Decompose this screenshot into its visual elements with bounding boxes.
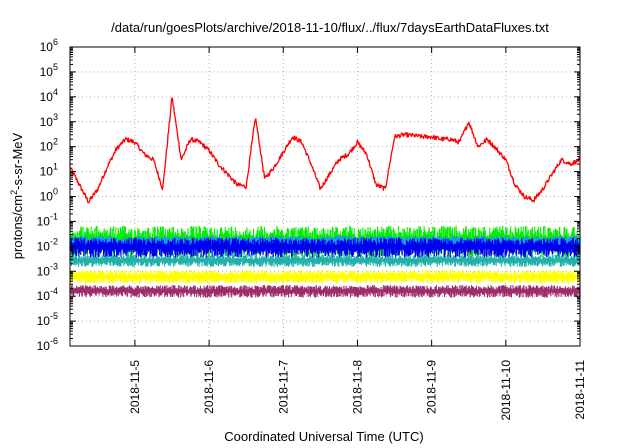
- y-tick-label: 10-2: [37, 236, 58, 253]
- x-tick-label: 2018-11-5: [128, 360, 142, 414]
- y-tick-label: 100: [40, 187, 58, 204]
- x-tick-label: 2018-11-7: [276, 360, 290, 414]
- y-tick-label: 103: [40, 112, 58, 129]
- y-tick-label: 105: [40, 62, 58, 79]
- x-tick-label: 2018-11-8: [350, 360, 364, 414]
- y-tick-label: 102: [40, 137, 58, 154]
- x-tick-label: 2018-11-10: [499, 360, 513, 421]
- x-axis-label: Coordinated Universal Time (UTC): [224, 429, 423, 444]
- y-axis-label: protons/cm2-s-sr-MeV: [9, 132, 25, 259]
- grid: [70, 47, 580, 346]
- series-layer: [69, 97, 581, 298]
- y-tick-label: 10-5: [37, 311, 58, 328]
- x-tick-labels: 2018-11-5 2018-11-6 2018-11-7 2018-11-8 2018…: [128, 360, 587, 421]
- y-tick-label: 10-1: [37, 211, 58, 228]
- x-tick-label: 2018-11-9: [425, 360, 439, 414]
- x-tick-label: 2018-11-11: [573, 360, 587, 420]
- series-band-strokes: [69, 270, 581, 284]
- chart-title: /data/run/goesPlots/archive/2018-11-10/f…: [111, 20, 549, 35]
- series-line: [69, 97, 581, 204]
- y-tick-label: 10-6: [37, 336, 58, 353]
- y-tick-label: 106: [40, 37, 58, 54]
- y-tick-label: 104: [40, 87, 58, 104]
- y-tick-label: 101: [40, 162, 58, 179]
- series-band-strokes: [69, 285, 581, 298]
- series-band: [69, 285, 581, 298]
- y-tick-label: 10-3: [37, 261, 58, 278]
- x-tick-label: 2018-11-6: [202, 360, 216, 414]
- ticks: [70, 46, 581, 347]
- y-tick-label: 10-4: [37, 286, 58, 303]
- y-tick-labels: 10-6 10-5 10-4 10-3 10-2 10-1 100 101 102 103 104 1…: [37, 37, 58, 353]
- series-band: [69, 270, 581, 284]
